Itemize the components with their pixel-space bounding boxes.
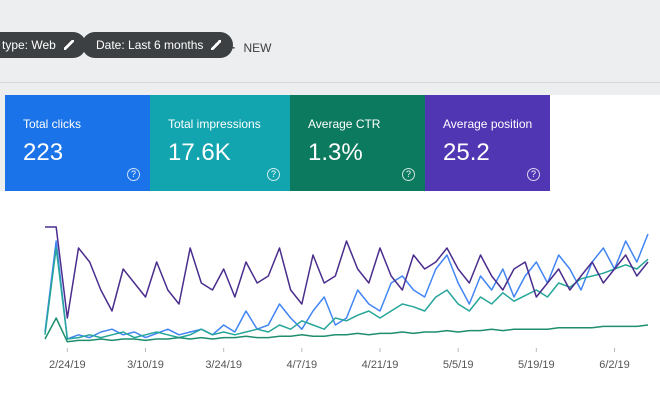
chart: 2/24/19 3/10/19 3/24/19 4/7/19 4/21/19 5/5/19… [0, 191, 660, 403]
divider [0, 82, 660, 83]
metric-label: Total clicks [23, 117, 82, 131]
new-button[interactable]: + NEW [225, 38, 272, 58]
x-tick-label: 4/21/19 [362, 359, 399, 371]
metric-cards: Total clicks 223? Total impressions 17.6K? A… [5, 95, 660, 191]
new-label: NEW [243, 41, 272, 55]
metric-label: Total impressions [168, 117, 261, 131]
x-tick-label: 4/7/19 [287, 359, 318, 371]
metric-value: 17.6K [168, 139, 231, 166]
metric-value: 25.2 [443, 139, 490, 166]
series-line [44, 247, 649, 340]
help-icon: ? [267, 168, 280, 181]
series-line [44, 233, 649, 340]
help-icon: ? [402, 168, 415, 181]
x-tick-label: 5/19/19 [518, 359, 555, 371]
metric-label: Average CTR [308, 117, 381, 131]
metric-card[interactable]: Total impressions 17.6K? [150, 95, 290, 191]
help-icon: ? [527, 168, 540, 181]
metric-card[interactable]: Total clicks 223? [5, 95, 150, 191]
filter-chip[interactable]: Date: Last 6 months [82, 32, 234, 58]
series-line [45, 226, 649, 319]
x-tick-label: 3/24/19 [205, 359, 242, 371]
metric-label: Average position [443, 117, 533, 131]
x-tick-label: 6/2/19 [599, 359, 630, 371]
x-tick-label: 2/24/19 [49, 359, 86, 371]
filter-chip[interactable]: type: Web [0, 32, 86, 58]
metric-value: 223 [23, 139, 64, 166]
x-tick-label: 5/5/19 [443, 359, 474, 371]
x-tick-label: 3/10/19 [127, 359, 164, 371]
metric-card[interactable]: Average position 25.2? [425, 95, 550, 191]
metric-card[interactable]: Average CTR 1.3%? [290, 95, 425, 191]
series-line [44, 317, 649, 343]
metric-value: 1.3% [308, 139, 363, 166]
help-icon: ? [127, 168, 140, 181]
